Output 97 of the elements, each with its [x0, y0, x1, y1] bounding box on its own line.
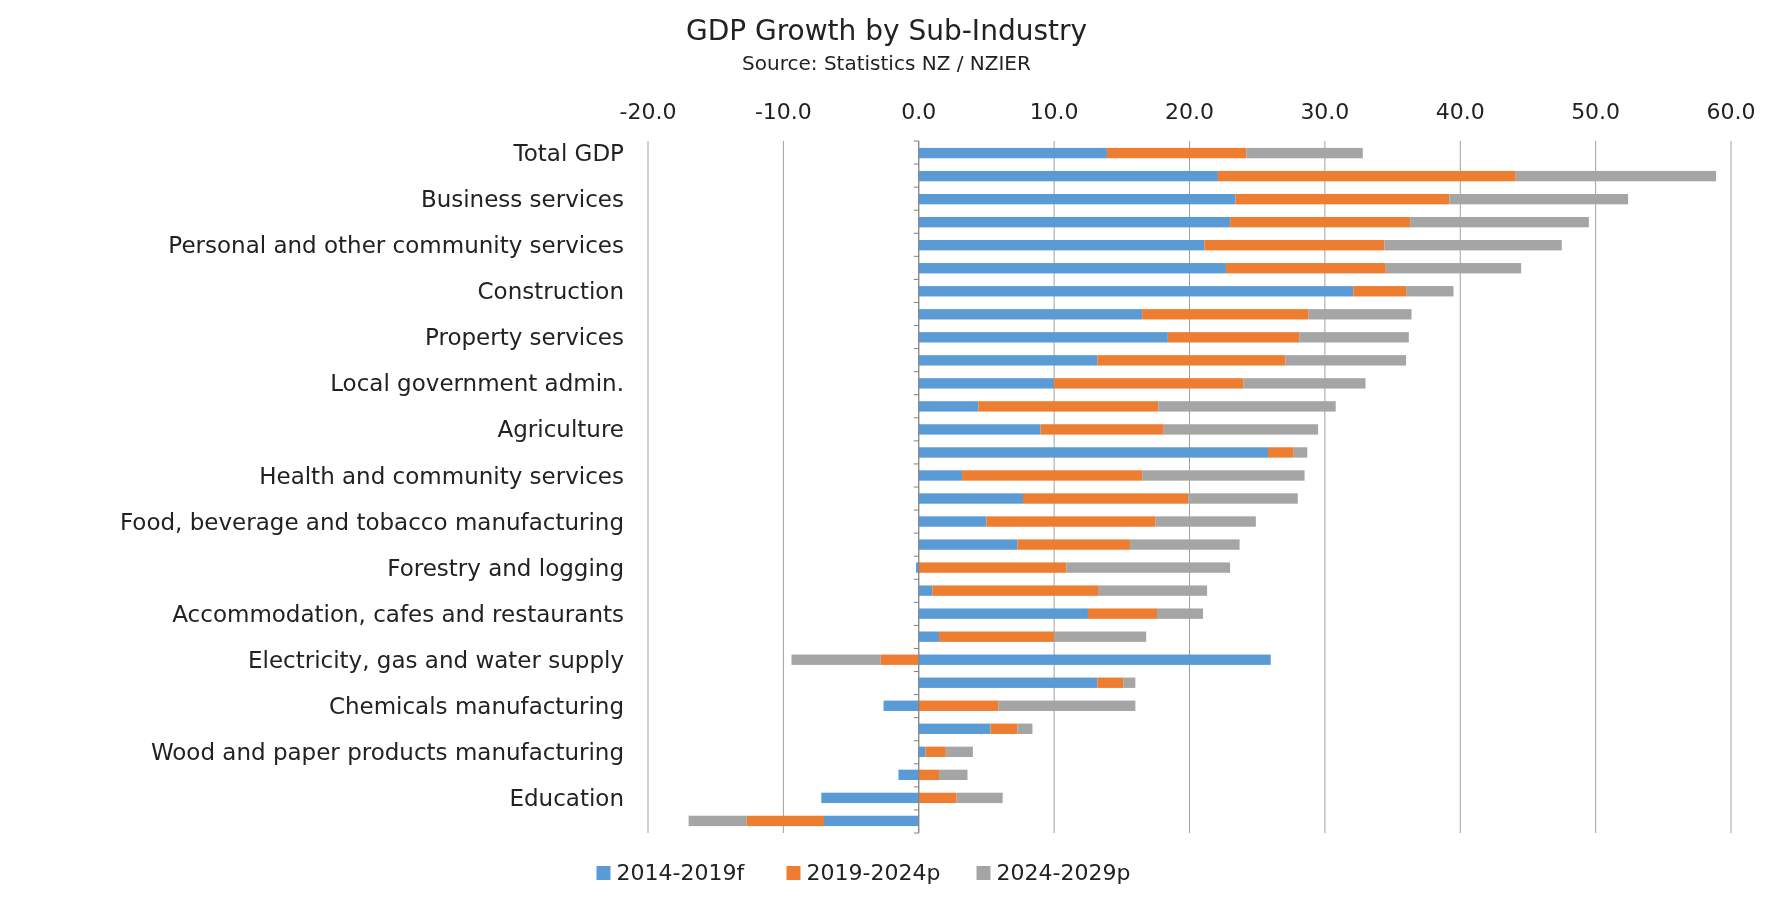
bar [918, 147, 1107, 159]
y-tick-label: Food, beverage and tobacco manufacturing [119, 508, 624, 535]
bar [918, 585, 933, 596]
y-tick-label: Construction [477, 278, 624, 305]
bar [945, 746, 973, 758]
bar [746, 815, 824, 827]
bar [918, 378, 1055, 389]
y-tick-label: Property services [424, 324, 624, 351]
bar [918, 631, 940, 642]
bar [883, 700, 919, 711]
bar [823, 815, 919, 827]
bar [918, 723, 991, 734]
bar [1204, 240, 1385, 251]
x-tick-label: 20.0 [1165, 99, 1214, 124]
y-tick-label: Wood and paper products manufacturing [150, 738, 624, 765]
bar [918, 447, 1269, 458]
bar [1054, 378, 1244, 389]
bar [1235, 193, 1450, 205]
bar [898, 769, 919, 781]
bar [925, 746, 946, 758]
x-tick-label: 50.0 [1571, 99, 1621, 124]
bar [1353, 286, 1407, 297]
bar [918, 654, 1271, 665]
y-tick-label: Education [509, 784, 624, 811]
bar [1230, 216, 1411, 228]
bar [978, 401, 1159, 412]
legend-label: 2024-2029p [996, 860, 1131, 885]
bar [918, 608, 1088, 619]
bar [1406, 286, 1454, 297]
bar [918, 263, 1227, 274]
bar [918, 677, 1098, 688]
y-tick-label: Forestry and logging [387, 554, 624, 581]
y-tick-label: Chemicals manufacturing [328, 692, 624, 719]
y-tick-label: Agriculture [497, 416, 624, 443]
bar [918, 516, 987, 527]
bar [918, 470, 963, 481]
bar [918, 539, 1018, 550]
bar [1167, 332, 1300, 343]
bar [1017, 723, 1033, 734]
bar [918, 424, 1041, 435]
bar [918, 286, 1354, 297]
bar [791, 654, 881, 665]
y-tick-label: Business services [420, 186, 624, 213]
bar [918, 355, 1098, 366]
chart-subtitle: Source: Statistics NZ / NZIER [742, 51, 1031, 75]
x-tick-label: 40.0 [1435, 99, 1485, 124]
bar [918, 332, 1168, 343]
y-tick-label: Health and community services [259, 462, 624, 489]
bar [918, 216, 1231, 228]
bar [821, 792, 919, 804]
bar [1040, 424, 1164, 435]
x-tick-label: 0.0 [901, 99, 937, 124]
x-tick-label: 10.0 [1029, 99, 1079, 124]
legend-label: 2014-2019f [616, 860, 746, 885]
y-tick-label: Accommodation, cafes and restaurants [172, 600, 624, 627]
legend-label: 2019-2024p [806, 860, 941, 885]
bar [880, 654, 919, 665]
bar [962, 470, 1143, 481]
x-tick-label: 30.0 [1300, 99, 1350, 124]
bar [688, 815, 747, 827]
bar [956, 792, 1003, 804]
bar [1293, 447, 1308, 458]
bar [918, 170, 1218, 182]
bar [918, 240, 1205, 251]
bar [1106, 147, 1247, 159]
bar [918, 562, 1067, 573]
x-tick-label: 60.0 [1706, 99, 1756, 124]
bar [932, 585, 1099, 596]
bar [990, 723, 1018, 734]
bar [1217, 170, 1516, 182]
bar [1087, 608, 1158, 619]
bar [918, 792, 957, 804]
bar [1017, 539, 1130, 550]
y-tick-label: Local government admin. [330, 370, 624, 397]
bar [918, 700, 999, 711]
chart-title: GDP Growth by Sub-Industry [685, 14, 1088, 47]
bar [918, 193, 1236, 205]
bar [1268, 447, 1294, 458]
bar [918, 769, 940, 781]
bar [918, 493, 1023, 504]
x-tick-label: -10.0 [754, 99, 812, 124]
bar [939, 769, 968, 781]
y-tick-label: Electricity, gas and water supply [247, 646, 624, 673]
bar [1097, 677, 1124, 688]
y-tick-label: Total GDP [512, 140, 625, 167]
bar [1226, 263, 1386, 274]
bar [1097, 355, 1286, 366]
y-tick-label: Personal and other community services [168, 232, 624, 259]
bar [939, 631, 1055, 642]
bar [1123, 677, 1136, 688]
bar [918, 309, 1143, 320]
bar [918, 401, 979, 412]
bar [986, 516, 1156, 527]
bar [1142, 309, 1309, 320]
x-tick-label: -20.0 [619, 99, 677, 124]
bar [918, 746, 926, 758]
bar [1022, 493, 1189, 504]
